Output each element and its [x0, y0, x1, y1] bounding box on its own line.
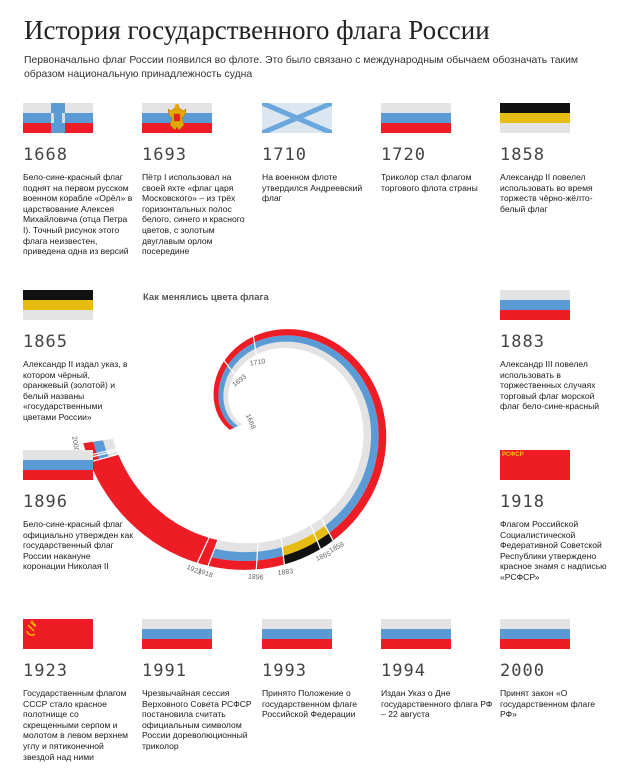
- spiral-tick-1918: [206, 538, 220, 568]
- year-label: 1883: [500, 332, 545, 352]
- spiral-band-1991-2000-white: [102, 438, 119, 457]
- spiral-band-1883-1918-white: [214, 538, 283, 553]
- spiral-tick-label-1668: 1668: [244, 413, 257, 430]
- timeline-card-1993: 1993 Принято Положение о государственном…: [262, 619, 374, 719]
- spiral-tick-1883: [280, 536, 286, 567]
- flag-1720: [381, 103, 451, 133]
- card-description: Принято Положение о государственном флаг…: [262, 688, 358, 720]
- spiral-band-1991-2000-blue: [93, 439, 109, 460]
- timeline-card-1858: 1858 Александр II повелел использовать в…: [500, 103, 612, 214]
- timeline-card-1693: 1693 Пётр I использовал на своей яхте «ф…: [142, 103, 254, 256]
- spiral-tick-1896: [255, 540, 259, 572]
- spiral-tick-2000: [81, 437, 115, 444]
- spiral-band-1858-1883-white: [281, 518, 326, 547]
- year-label: 1720: [381, 145, 426, 165]
- spiral-tick-label-1710: 1710: [249, 358, 266, 367]
- timeline-card-1668: 1668 Бело-сине-красный флаг поднят на пе…: [23, 103, 135, 256]
- timeline-card-1865: 1865 Александр II издал указ, в котором …: [23, 290, 135, 422]
- card-description: Принят закон «О государственном флаге РФ…: [500, 688, 596, 720]
- spiral-band-1918-1991-red: [89, 454, 218, 566]
- timeline-card-1918: РСФСР 1918 Флагом Российской Социалистич…: [500, 450, 612, 582]
- spiral-tick-1668: [228, 423, 246, 432]
- year-label: 1896: [23, 492, 68, 512]
- flag-1994: [381, 619, 451, 649]
- flag-1923: [23, 619, 93, 649]
- flag-1896: [23, 450, 93, 480]
- flag-1918: РСФСР: [500, 450, 570, 480]
- spiral-band-1883-1918-blue: [211, 547, 284, 561]
- timeline-card-1720: 1720 Триколор стал флагом торгового флот…: [381, 103, 493, 193]
- flag-1710: [262, 103, 332, 133]
- year-label: 1991: [142, 661, 187, 681]
- rsfsr-canton-label: РСФСР: [502, 452, 524, 458]
- card-description: Пётр I использовал на своей яхте «флаг ц…: [142, 172, 245, 257]
- timeline-card-1710: 1710 На военном флоте утвердился Андреев…: [262, 103, 374, 203]
- year-label: 1858: [500, 145, 545, 165]
- flag-1693: [142, 103, 212, 133]
- flag-1668: [23, 103, 93, 133]
- year-label: 2000: [500, 661, 545, 681]
- spiral-tick-1923: [196, 535, 211, 565]
- spiral-tick-1858: [319, 516, 335, 543]
- card-description: Издан Указ о Дне государственного флага …: [381, 688, 493, 720]
- double-headed-eagle-icon: [167, 104, 187, 131]
- card-description: Чрезвычайная сессия Верховного Совета РС…: [142, 688, 252, 751]
- spiral-tick-1865: [309, 523, 322, 552]
- timeline-card-1994: 1994 Издан Указ о Дне государственного ф…: [381, 619, 493, 719]
- flag-1993: [262, 619, 332, 649]
- timeline-card-1991: 1991 Чрезвычайная сессия Верховного Сове…: [142, 619, 254, 751]
- flag-1991: [142, 619, 212, 649]
- year-label: 1993: [262, 661, 307, 681]
- year-label: 1865: [23, 332, 68, 352]
- spiral-tick-label-2000: 2000: [70, 436, 79, 453]
- flag-2000: [500, 619, 570, 649]
- card-description: Александр II издал указ, в котором чёрны…: [23, 359, 128, 422]
- card-description: Александр II повелел использовать во вре…: [500, 172, 593, 214]
- page-subtitle: Первоначально флаг России появился во фл…: [24, 55, 579, 80]
- spiral-tick-1693: [222, 358, 237, 377]
- year-label: 1918: [500, 492, 545, 512]
- spiral-band-1883-1918-red: [208, 555, 285, 570]
- spiral-tick-1710: [252, 334, 258, 357]
- chart-title: Как менялись цвета флага: [143, 292, 269, 303]
- spiral-band-1858-1883-black: [283, 533, 334, 565]
- year-label: 1923: [23, 661, 68, 681]
- spiral-tick-1991: [87, 453, 121, 464]
- timeline-card-2000: 2000 Принят закон «О государственном фла…: [500, 619, 612, 719]
- page-title: История государственного флага России: [24, 15, 490, 45]
- spiral-tick-label-1858: 1858: [328, 541, 345, 555]
- year-label: 1710: [262, 145, 307, 165]
- card-description: Александр III повелел использовать в тор…: [500, 359, 600, 412]
- star-icon: [29, 620, 35, 625]
- year-label: 1994: [381, 661, 426, 681]
- card-description: Государственным флагом СССР стало красно…: [23, 688, 129, 762]
- spiral-tick-label-1865: 1865: [315, 551, 332, 563]
- timeline-card-1896: 1896 Бело-сине-красный флаг официально у…: [23, 450, 135, 571]
- flag-1883: [500, 290, 570, 320]
- card-description: Флагом Российской Социалистической Федер…: [500, 519, 607, 582]
- flag-1865: [23, 290, 93, 320]
- card-description: На военном флоте утвердился Андреевский …: [262, 172, 363, 204]
- flag-1858: [500, 103, 570, 133]
- spiral-tick-label-1883: 1883: [277, 568, 293, 577]
- card-description: Бело-сине-красный флаг официально утверж…: [23, 519, 133, 572]
- spiral-tick-label-1923: 1923: [185, 564, 202, 577]
- timeline-card-1923: 1923 Государственным флагом СССР стало к…: [23, 619, 135, 762]
- year-label: 1693: [142, 145, 187, 165]
- spiral-band-1858-1883-gold: [282, 525, 330, 556]
- year-label: 1668: [23, 145, 68, 165]
- card-description: Бело-сине-красный флаг поднят на первом …: [23, 172, 133, 257]
- spiral-tick-label-1896: 1896: [248, 574, 264, 582]
- hammer-sickle-icon: [26, 622, 37, 636]
- card-description: Триколор стал флагом торгового флота стр…: [381, 172, 478, 193]
- timeline-card-1883: 1883 Александр III повелел использовать …: [500, 290, 612, 411]
